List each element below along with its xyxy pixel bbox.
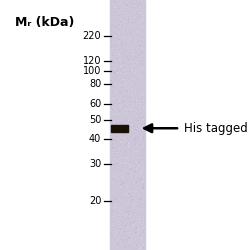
Text: 50: 50 — [89, 115, 101, 125]
Text: 60: 60 — [89, 99, 101, 109]
Text: 120: 120 — [83, 56, 101, 66]
Text: Mᵣ (kDa): Mᵣ (kDa) — [15, 16, 75, 29]
Text: 220: 220 — [82, 31, 101, 41]
Text: 80: 80 — [89, 79, 101, 89]
Text: 100: 100 — [83, 66, 101, 76]
Text: 20: 20 — [89, 196, 101, 206]
Bar — [110, 0, 145, 250]
Bar — [111, 124, 128, 132]
Text: 30: 30 — [89, 159, 101, 169]
Text: His tagged protein: His tagged protein — [184, 122, 250, 135]
Text: 40: 40 — [89, 134, 101, 144]
